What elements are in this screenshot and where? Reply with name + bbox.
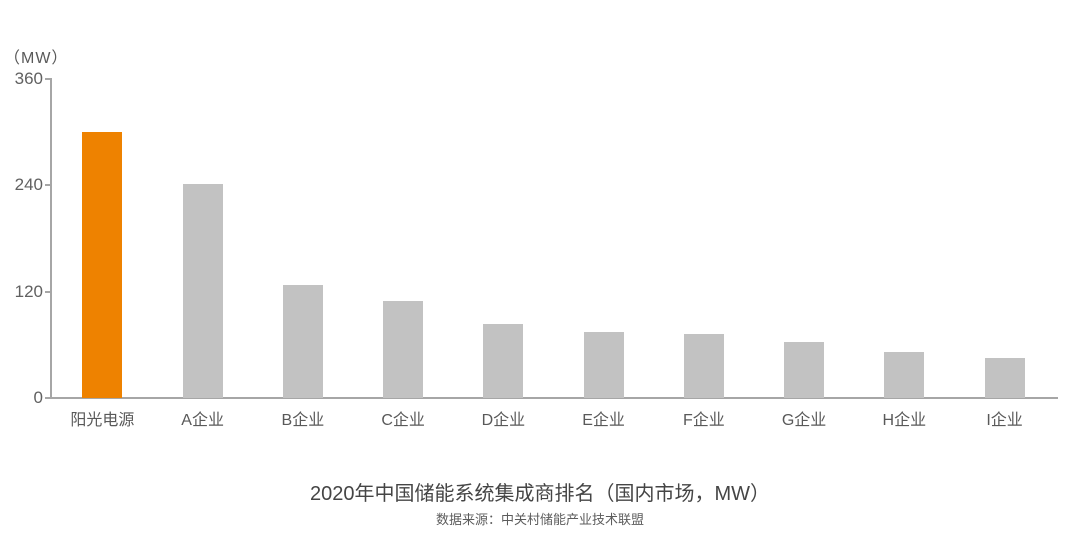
x-axis-label: C企业	[381, 412, 425, 429]
y-axis-tick-label: 120	[14, 281, 43, 301]
x-axis-label: I企业	[986, 412, 1023, 429]
bar	[784, 342, 825, 398]
y-axis-tick-mark	[45, 78, 51, 80]
x-axis-label: E企业	[582, 412, 625, 429]
bar	[82, 132, 123, 398]
y-axis-line	[50, 78, 52, 398]
x-axis-line	[45, 397, 1058, 399]
x-axis-label: G企业	[781, 412, 827, 429]
chart-source: 数据来源：中关村储能产业技术联盟	[435, 512, 644, 527]
bar	[984, 358, 1025, 398]
x-axis-label: F企业	[682, 412, 725, 429]
y-axis-tick-mark	[45, 184, 51, 187]
bar	[182, 183, 223, 398]
x-axis-label: A企业	[181, 412, 224, 429]
x-axis-label: B企业	[281, 412, 325, 429]
bar	[683, 334, 724, 398]
bar	[483, 323, 524, 398]
x-axis-label: H企业	[882, 412, 927, 429]
x-axis-label: D企业	[481, 412, 526, 429]
bar	[383, 301, 424, 398]
y-axis-tick-label: 0	[33, 388, 43, 407]
y-axis-tick-label: 360	[14, 69, 43, 88]
bar	[282, 285, 323, 398]
y-axis-tick-mark	[45, 290, 51, 293]
chart-title: 2020年中国储能系统集成商排名（国内市场，MW）	[309, 483, 771, 505]
bar	[583, 332, 624, 398]
y-axis-unit-label: （MW）	[4, 50, 69, 67]
x-axis-label: 阳光电源	[70, 412, 135, 429]
y-axis-tick-label: 240	[14, 175, 43, 195]
bar	[884, 351, 925, 398]
